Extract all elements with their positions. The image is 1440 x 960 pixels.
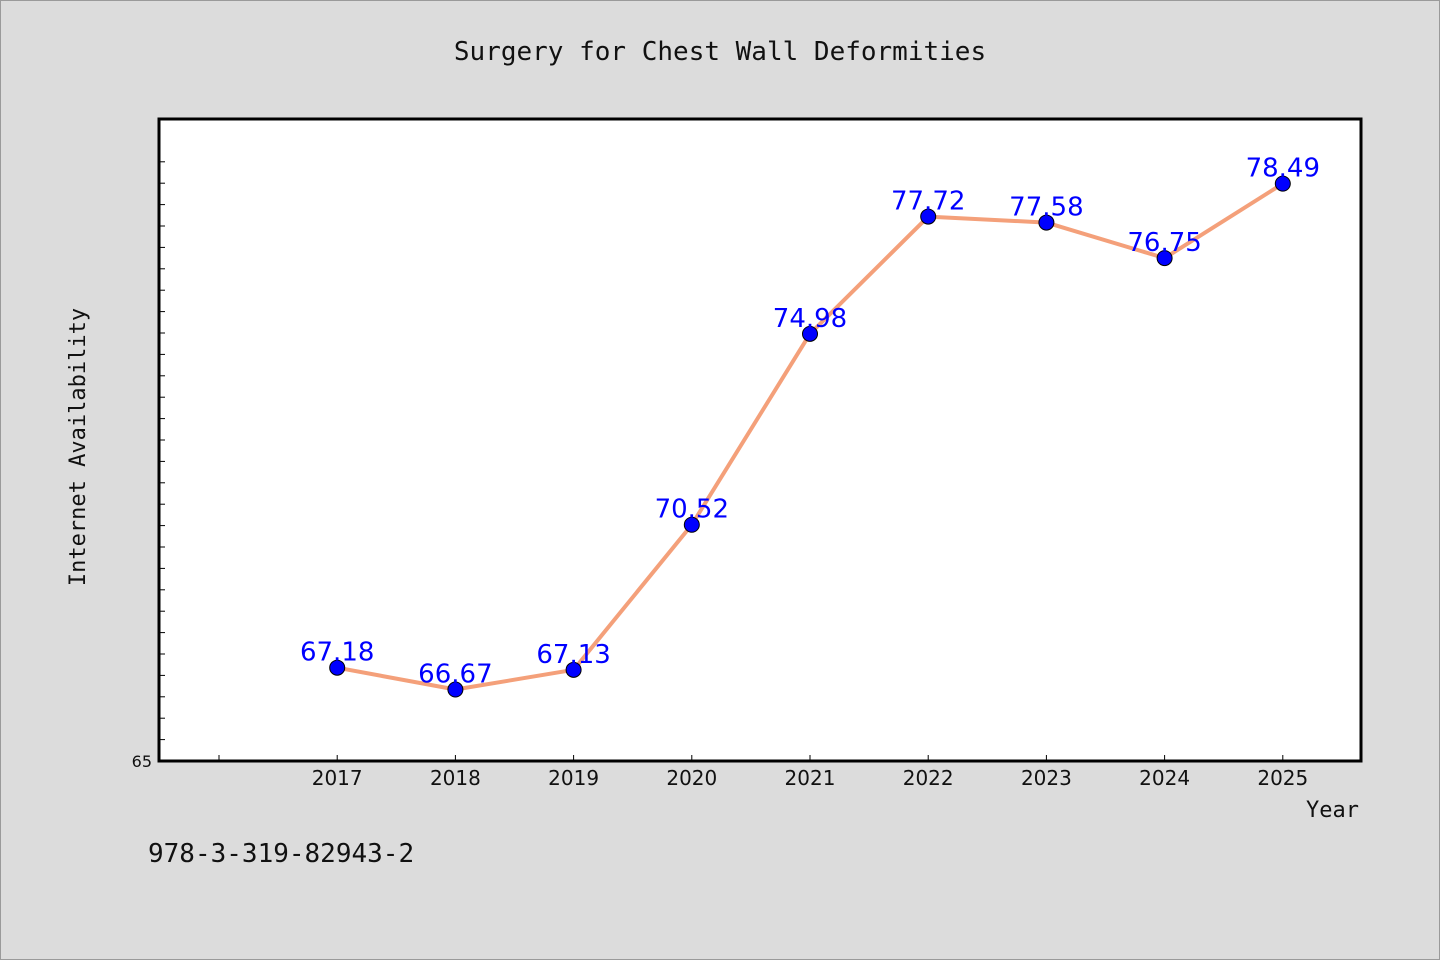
- x-tick-label: 2023: [1021, 766, 1072, 790]
- y-tick-label-min: 65: [132, 752, 152, 771]
- data-label: 67.13: [536, 640, 610, 670]
- y-axis-label: Internet Availability: [66, 308, 91, 586]
- x-tick-label: 2024: [1139, 766, 1190, 790]
- footer-code: 978-3-319-82943-2: [148, 839, 414, 869]
- x-tick-label: 2018: [430, 766, 481, 790]
- data-label: 78.49: [1246, 154, 1320, 184]
- x-tick-label: 2019: [548, 766, 599, 790]
- data-label: 77.58: [1009, 193, 1083, 223]
- x-tick-label: 2022: [903, 766, 954, 790]
- data-label: 66.67: [418, 660, 492, 690]
- data-point: [565, 661, 582, 678]
- data-label: 70.52: [655, 495, 729, 525]
- data-point: [920, 208, 937, 225]
- data-point: [802, 325, 818, 342]
- x-tick-label: 2025: [1257, 766, 1308, 790]
- chart-title: Surgery for Chest Wall Deformities: [454, 37, 986, 67]
- series-layer: 67.18 66.67 67.13 70.52 74.98 77.72 77.58 76.75…: [300, 154, 1320, 698]
- data-point: [1156, 250, 1173, 267]
- data-label: 74.98: [773, 304, 847, 334]
- data-label: 77.72: [891, 187, 965, 217]
- x-tick-label: 2020: [666, 766, 717, 790]
- plot-area: [157, 117, 1363, 763]
- data-point: [683, 516, 700, 533]
- x-axis-tick-labels: 2017 2018 2019 2020 2021 2022 2023 2024 2025: [312, 766, 1309, 790]
- x-axis-ticks: [218, 755, 1284, 761]
- data-label: 76.75: [1127, 228, 1201, 258]
- x-axis-label: Year: [1306, 798, 1359, 823]
- data-label: 67.18: [300, 638, 374, 668]
- data-point: [447, 681, 464, 698]
- x-tick-label: 2021: [785, 766, 836, 790]
- data-point: [1274, 175, 1291, 192]
- data-point: [329, 659, 346, 676]
- y-axis-ticks: [159, 161, 165, 741]
- data-point: [1038, 214, 1055, 231]
- x-tick-label: 2017: [312, 766, 363, 790]
